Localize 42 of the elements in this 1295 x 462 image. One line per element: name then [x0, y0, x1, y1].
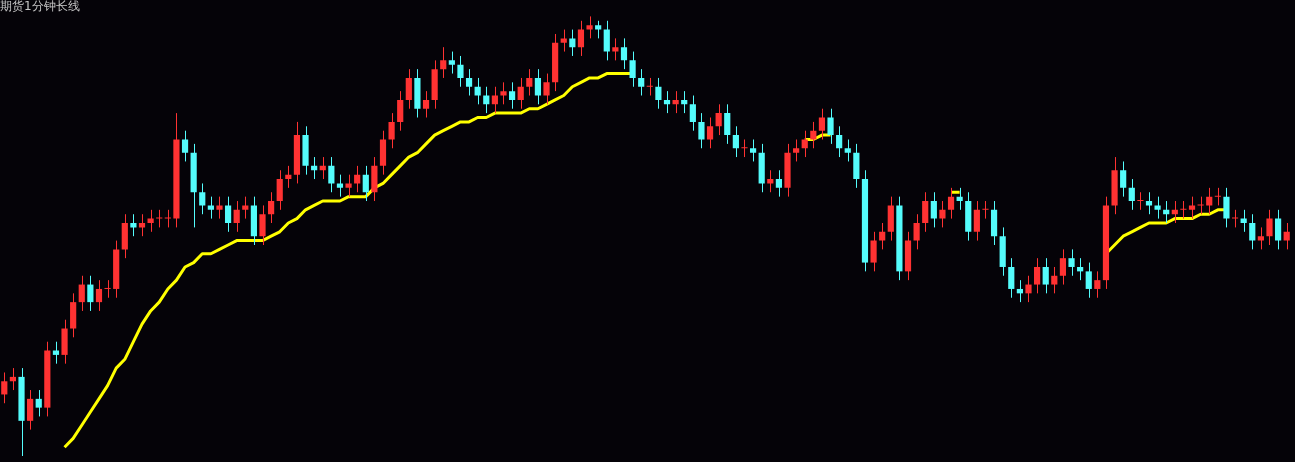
- candlestick: [336, 174, 344, 198]
- candlestick: [457, 55, 464, 88]
- candlestick: [595, 20, 602, 39]
- candlestick: [655, 77, 662, 110]
- candlestick: [612, 37, 619, 61]
- candlestick: [749, 138, 757, 162]
- candlestick: [1068, 248, 1075, 277]
- candlestick: [827, 108, 834, 145]
- candlestick: [52, 341, 60, 365]
- candlestick: [982, 200, 989, 220]
- candlestick: [448, 51, 455, 75]
- candlestick: [1111, 156, 1118, 215]
- candlestick: [104, 279, 111, 299]
- chart-title: 期货1分钟长线: [0, 0, 80, 14]
- candlestick: [1180, 200, 1187, 220]
- candlestick: [242, 196, 249, 220]
- candlestick: [741, 138, 748, 158]
- candlestick: [207, 196, 214, 220]
- candlestick: [1154, 196, 1161, 220]
- candlestick: [216, 196, 223, 220]
- candlestick: [560, 29, 567, 53]
- candlestick: [793, 138, 800, 162]
- candlestick: [543, 73, 550, 105]
- candlestick: [629, 51, 636, 88]
- candlestick: [844, 138, 851, 162]
- candlestick: [61, 319, 68, 365]
- candlestick: [698, 112, 705, 149]
- candlestick: [939, 200, 946, 228]
- candlestick: [500, 81, 507, 105]
- candlestick: [1223, 187, 1230, 228]
- candlestick: [1266, 209, 1273, 246]
- candlestick: [259, 204, 266, 246]
- candlestick: [345, 174, 352, 198]
- candlestick: [1188, 196, 1196, 220]
- candlestick: [870, 231, 877, 272]
- candlestick: [302, 125, 309, 176]
- candlestick: [1257, 226, 1264, 250]
- candlestick: [173, 112, 180, 228]
- candlestick: [414, 68, 421, 119]
- candlestick: [18, 367, 25, 457]
- candlestick: [784, 143, 791, 198]
- candlestick: [586, 15, 593, 39]
